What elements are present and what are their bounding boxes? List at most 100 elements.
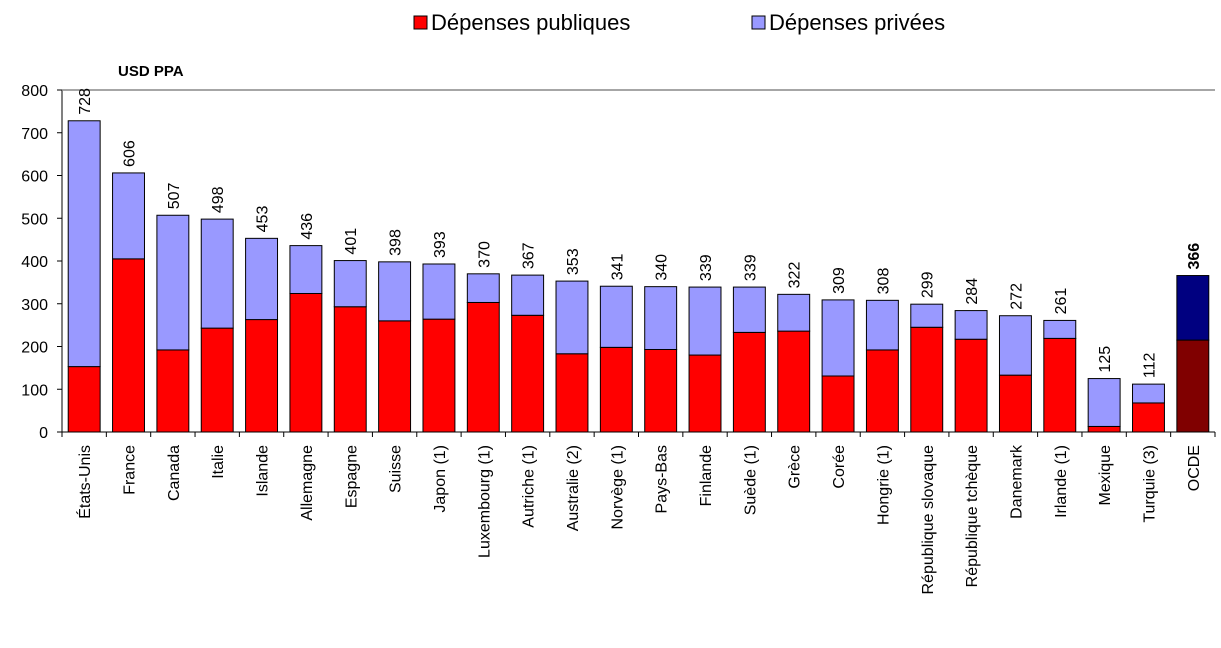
data-label: 339 <box>742 254 759 281</box>
category-label: Suisse <box>388 445 405 493</box>
data-label: 272 <box>1008 283 1025 310</box>
data-label: 606 <box>122 140 139 167</box>
bar-private <box>378 261 412 322</box>
bar-private <box>112 172 145 260</box>
category-label: Danemark <box>1008 444 1025 519</box>
category-label: Autriche (1) <box>521 445 538 528</box>
bar-private <box>1043 319 1077 339</box>
category-label: Irlande (1) <box>1053 445 1070 518</box>
data-label: 261 <box>1053 288 1070 315</box>
bar-private <box>333 260 367 308</box>
data-label: 339 <box>698 254 715 281</box>
bar-public <box>910 326 944 433</box>
category-labels: États-Unis France Canada Italie Islande Allem… <box>75 444 1203 594</box>
data-label: 112 <box>1141 353 1158 379</box>
data-label: 393 <box>432 231 449 258</box>
bar-public <box>289 292 323 433</box>
category-label: États-Unis <box>75 445 94 519</box>
bar-private <box>156 214 190 351</box>
category-label: Corée <box>831 445 848 489</box>
bar-public <box>688 354 722 433</box>
data-label: 341 <box>609 253 626 280</box>
category-label: Pays-Bas <box>654 445 671 513</box>
y-tick-label: 500 <box>21 211 48 228</box>
y-tick-label: 100 <box>21 382 48 399</box>
bar-public <box>599 346 633 433</box>
category-label: Mexique <box>1097 445 1114 506</box>
category-label: République slovaque <box>920 445 937 595</box>
data-label: 398 <box>388 229 405 256</box>
category-label: Islande <box>255 445 272 497</box>
bar-public <box>245 319 279 433</box>
bar-public <box>333 306 367 433</box>
bar-public <box>998 374 1032 433</box>
data-label: 401 <box>343 228 360 255</box>
y-unit-label: USD PPA <box>118 63 184 80</box>
category-label: Canada <box>166 445 183 501</box>
category-label: République tchèque <box>964 445 981 587</box>
bar-private <box>245 237 279 321</box>
category-label: France <box>122 445 139 495</box>
bar-public <box>67 366 101 433</box>
bar-private <box>1176 275 1210 341</box>
bar-public <box>1087 425 1121 433</box>
bar-private <box>200 218 234 329</box>
y-ticks: 0 100 200 300 400 500 600 700 800 <box>21 83 62 442</box>
bar-private <box>511 274 545 316</box>
category-label: OCDE <box>1186 445 1203 491</box>
category-label: Italie <box>210 445 227 479</box>
y-tick-label: 600 <box>21 169 48 186</box>
data-label: 453 <box>255 206 272 233</box>
legend-label: Dépenses privées <box>769 10 945 35</box>
data-label: 309 <box>831 267 848 294</box>
data-label: 299 <box>920 271 937 298</box>
bar-public <box>555 353 589 433</box>
category-label: Suède (1) <box>742 445 759 515</box>
legend-label: Dépenses publiques <box>431 10 630 35</box>
data-label: 125 <box>1097 346 1114 373</box>
category-label: Turquie (3) <box>1141 445 1158 523</box>
category-label: Hongrie (1) <box>875 445 892 525</box>
y-tick-label: 700 <box>21 126 48 143</box>
bar-public <box>1043 337 1077 433</box>
data-label: 436 <box>299 213 316 240</box>
category-label: Norvège (1) <box>609 445 626 529</box>
y-tick-label: 400 <box>21 254 48 271</box>
bar-private <box>422 263 456 320</box>
y-tick-label: 0 <box>39 425 48 442</box>
y-tick-label: 800 <box>21 83 48 100</box>
bar-private <box>821 299 855 377</box>
bar-public <box>1176 339 1210 433</box>
category-label: Australie (2) <box>565 445 582 531</box>
bar-private <box>954 310 988 340</box>
legend: Dépenses publiques Dépenses privées <box>413 10 945 35</box>
y-tick-label: 300 <box>21 297 48 314</box>
bar-public <box>777 330 811 433</box>
category-label: Allemagne <box>299 445 316 521</box>
bar-private <box>644 286 678 350</box>
bar-private <box>688 286 722 356</box>
bar-private <box>998 315 1032 376</box>
data-labels: 728 606 507 498 453 436 401 398 393 370 367 353 341 3… <box>77 88 1203 378</box>
y-tick-label: 200 <box>21 340 48 357</box>
bar-private <box>732 286 766 333</box>
axes <box>61 89 1216 437</box>
category-label: Finlande <box>698 445 715 506</box>
bar-public <box>422 318 456 433</box>
legend-swatch <box>413 15 428 30</box>
bar-public <box>865 349 899 433</box>
data-label: 367 <box>521 242 538 269</box>
data-label: 322 <box>787 262 804 289</box>
bar-public <box>644 348 678 433</box>
data-label: 340 <box>654 254 671 281</box>
category-label: Grèce <box>787 445 804 489</box>
bar-private <box>289 245 323 294</box>
category-label: Japon (1) <box>432 445 449 513</box>
bar-public <box>466 301 500 433</box>
bar-public <box>156 349 190 433</box>
data-label: 284 <box>964 278 981 305</box>
category-label: Espagne <box>343 445 360 508</box>
data-label: 498 <box>210 186 227 213</box>
data-label: 507 <box>166 182 183 209</box>
bar-public <box>200 327 234 433</box>
